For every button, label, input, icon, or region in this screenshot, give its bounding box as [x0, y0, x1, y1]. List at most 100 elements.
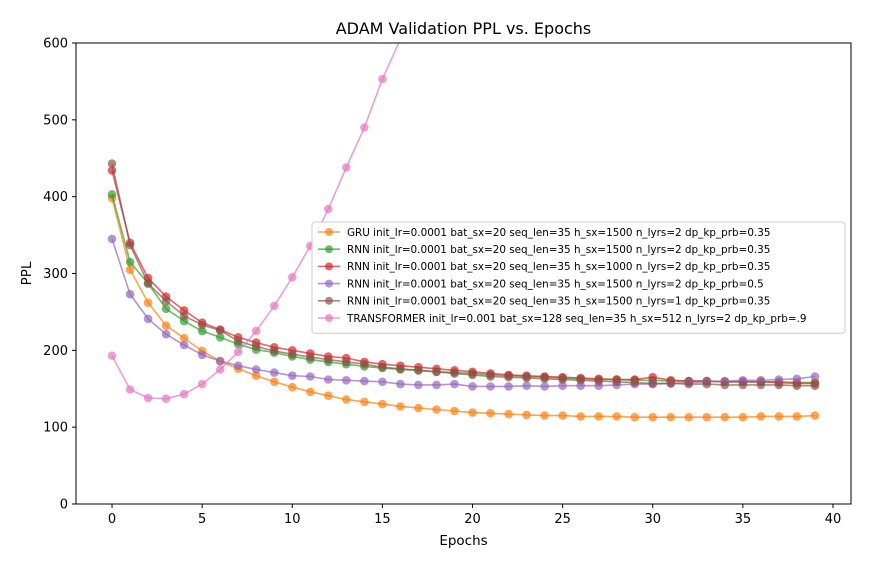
series-line-4 [111, 163, 815, 387]
data-point [143, 314, 153, 324]
data-point [360, 376, 369, 386]
data-point [378, 377, 387, 387]
data-point [251, 365, 261, 374]
data-point [288, 382, 297, 392]
data-point [107, 234, 117, 244]
data-point [792, 381, 802, 391]
x-tick-label: 25 [554, 512, 571, 527]
series-5 [107, 43, 403, 404]
data-point [251, 371, 261, 381]
data-point [233, 361, 243, 371]
data-point [143, 279, 153, 288]
data-point [504, 409, 513, 419]
data-point [324, 204, 333, 214]
x-tick-label: 20 [464, 512, 481, 527]
plot-area [107, 43, 820, 422]
data-point [630, 412, 639, 422]
data-point [324, 375, 333, 384]
data-point [486, 382, 495, 391]
data-point [396, 379, 405, 389]
data-point [558, 375, 567, 384]
data-point [215, 326, 225, 335]
legend-swatch-marker [325, 228, 333, 236]
data-point [215, 365, 225, 374]
data-point [378, 362, 387, 372]
data-point [414, 403, 423, 413]
data-point [251, 342, 261, 351]
data-point [233, 336, 243, 346]
data-point [125, 289, 135, 299]
data-point [179, 389, 189, 399]
data-point [432, 367, 441, 377]
data-point [143, 393, 153, 403]
data-point [360, 359, 369, 369]
data-point [396, 402, 405, 411]
data-point [648, 379, 657, 388]
legend-item-4: RNN init_lr=0.0001 bat_sx=20 seq_len=35 … [318, 296, 770, 308]
x-axis-label: Epochs [439, 533, 487, 549]
data-point [215, 333, 225, 342]
data-point [251, 326, 261, 336]
data-point [197, 320, 207, 330]
data-point [233, 347, 243, 357]
y-tick-label: 100 [43, 421, 68, 436]
data-point [360, 123, 369, 132]
data-point [107, 351, 117, 361]
data-point [504, 372, 513, 382]
legend-label: RNN init_lr=0.0001 bat_sx=20 seq_len=35 … [347, 261, 770, 273]
x-tick-label: 0 [108, 512, 116, 527]
legend-item-0: GRU init_lr=0.0001 bat_sx=20 seq_len=35 … [318, 227, 770, 239]
data-point [161, 394, 171, 404]
data-point [125, 265, 135, 275]
data-point [450, 379, 459, 389]
data-point [468, 408, 477, 417]
data-point [125, 385, 135, 394]
data-point [378, 399, 387, 409]
legend-label: RNN init_lr=0.0001 bat_sx=20 seq_len=35 … [347, 244, 770, 256]
x-tick-label: 15 [374, 512, 391, 527]
data-point [720, 380, 730, 390]
data-point [738, 380, 748, 390]
data-point [522, 410, 531, 420]
data-point [270, 301, 279, 311]
data-point [125, 257, 135, 267]
series-4 [107, 159, 820, 391]
data-point [143, 298, 153, 308]
data-point [360, 397, 369, 407]
data-point [288, 371, 297, 381]
data-point [594, 376, 603, 386]
data-point [414, 380, 423, 390]
data-point [342, 395, 351, 404]
data-point [288, 349, 297, 359]
data-point [270, 346, 279, 356]
data-point [702, 412, 712, 422]
series-line-0 [111, 198, 816, 419]
legend-label: TRANSFORMER init_lr=0.001 bat_sx=128 seq… [346, 313, 807, 325]
data-point [342, 357, 351, 367]
data-point [792, 374, 802, 384]
legend-label: RNN init_lr=0.0001 bat_sx=20 seq_len=35 … [347, 278, 764, 290]
data-point [396, 364, 405, 374]
legend-swatch-marker [325, 245, 333, 254]
data-point [450, 406, 459, 416]
data-point [414, 366, 423, 375]
data-point [540, 374, 549, 384]
legend-label: GRU init_lr=0.0001 bat_sx=20 seq_len=35 … [347, 227, 770, 239]
data-point [558, 381, 567, 391]
data-point [522, 373, 531, 383]
data-point [179, 311, 189, 321]
data-point [612, 377, 621, 387]
legend-swatch-marker [325, 296, 333, 305]
data-point [161, 329, 171, 339]
data-point [630, 378, 639, 387]
legend-swatch-marker [325, 262, 333, 271]
data-point [432, 405, 441, 414]
data-point [486, 409, 495, 418]
x-tick-label: 40 [825, 512, 842, 527]
data-point [666, 379, 676, 388]
data-point [612, 412, 621, 421]
data-point [161, 321, 171, 331]
data-point [197, 379, 207, 389]
y-axis-label: PPL [19, 261, 35, 285]
